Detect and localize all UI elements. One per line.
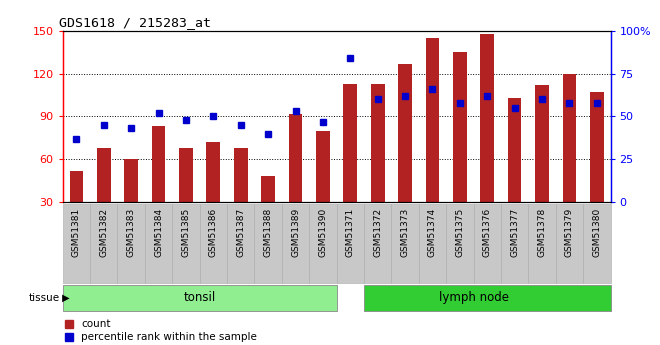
Bar <box>179 148 193 202</box>
Bar <box>426 38 440 202</box>
Bar <box>288 114 302 202</box>
Text: GSM51377: GSM51377 <box>510 208 519 257</box>
Bar <box>337 204 364 283</box>
Bar <box>583 204 611 283</box>
Bar <box>172 204 200 283</box>
Text: GSM51381: GSM51381 <box>72 208 81 257</box>
Bar <box>117 204 145 283</box>
Bar <box>124 159 138 202</box>
Bar <box>590 92 604 202</box>
Text: GSM51390: GSM51390 <box>318 208 327 257</box>
Bar <box>562 74 576 202</box>
Bar <box>398 64 412 202</box>
Bar <box>343 84 357 202</box>
Bar <box>474 204 501 283</box>
Text: tonsil: tonsil <box>183 291 216 304</box>
Text: GSM51374: GSM51374 <box>428 208 437 257</box>
Bar <box>480 34 494 202</box>
Text: GSM51378: GSM51378 <box>537 208 546 257</box>
Bar <box>556 204 583 283</box>
Bar <box>63 204 90 283</box>
Bar <box>227 204 255 283</box>
Text: GSM51388: GSM51388 <box>263 208 273 257</box>
Bar <box>234 148 248 202</box>
Bar <box>371 84 385 202</box>
Text: ▶: ▶ <box>59 293 70 303</box>
Text: GSM51383: GSM51383 <box>127 208 136 257</box>
Bar <box>309 204 337 283</box>
Text: GSM51387: GSM51387 <box>236 208 246 257</box>
Bar <box>316 131 330 202</box>
Text: GSM51385: GSM51385 <box>182 208 191 257</box>
Text: GSM51382: GSM51382 <box>99 208 108 257</box>
Bar <box>529 204 556 283</box>
Bar <box>69 170 83 202</box>
Text: GSM51375: GSM51375 <box>455 208 465 257</box>
Text: GSM51372: GSM51372 <box>373 208 382 257</box>
Text: GDS1618 / 215283_at: GDS1618 / 215283_at <box>59 16 211 29</box>
Legend: count, percentile rank within the sample: count, percentile rank within the sample <box>65 319 257 342</box>
Text: GSM51379: GSM51379 <box>565 208 574 257</box>
Text: GSM51380: GSM51380 <box>592 208 601 257</box>
Bar <box>501 204 529 283</box>
Bar <box>508 98 521 202</box>
Bar <box>207 142 220 202</box>
Bar <box>90 204 117 283</box>
Text: GSM51386: GSM51386 <box>209 208 218 257</box>
Bar <box>145 204 172 283</box>
Text: GSM51376: GSM51376 <box>482 208 492 257</box>
Bar <box>255 204 282 283</box>
Bar <box>418 204 446 283</box>
Bar <box>199 204 227 283</box>
Bar <box>97 148 111 202</box>
Text: GSM51389: GSM51389 <box>291 208 300 257</box>
Text: GSM51384: GSM51384 <box>154 208 163 257</box>
Bar <box>63 285 337 310</box>
Text: lymph node: lymph node <box>438 291 509 304</box>
Bar <box>152 126 166 202</box>
Text: GSM51373: GSM51373 <box>401 208 410 257</box>
Bar <box>282 204 309 283</box>
Bar <box>446 204 473 283</box>
Text: tissue: tissue <box>28 293 59 303</box>
Text: GSM51371: GSM51371 <box>346 208 355 257</box>
Bar <box>535 85 549 202</box>
Bar <box>364 204 391 283</box>
Bar <box>261 176 275 202</box>
Bar <box>364 285 610 310</box>
Bar <box>453 52 467 202</box>
Bar <box>391 204 418 283</box>
